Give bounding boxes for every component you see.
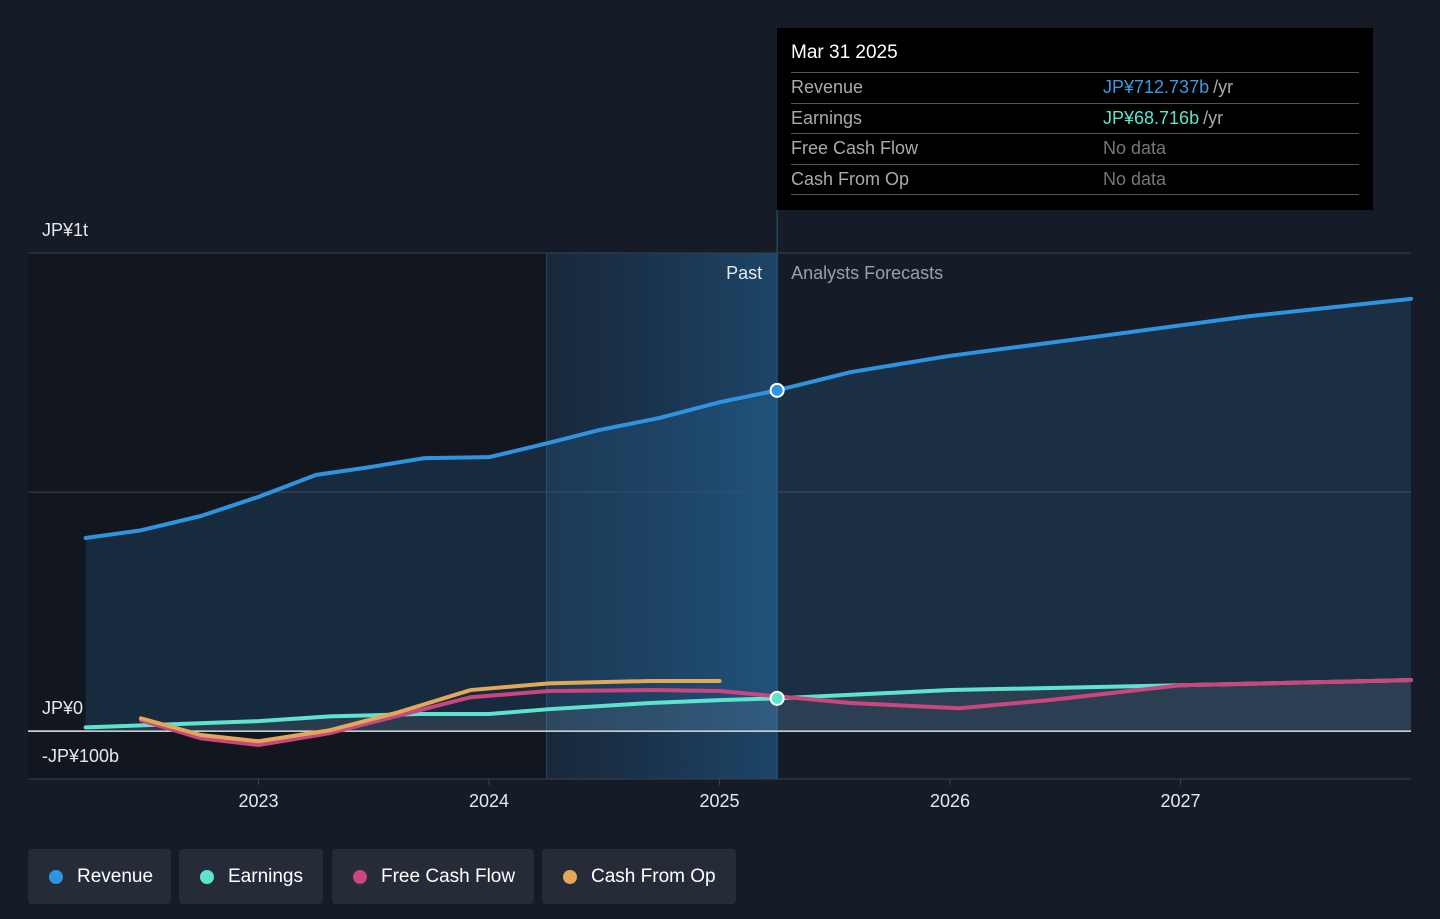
tooltip-label: Free Cash Flow	[791, 138, 919, 158]
legend-label: Free Cash Flow	[381, 865, 516, 887]
point-marker	[769, 690, 785, 706]
tooltip-title: Mar 31 2025	[791, 42, 898, 63]
legend-item[interactable]: Earnings	[179, 849, 323, 904]
x-tick-label: 2027	[1160, 791, 1200, 811]
tooltip-value-cell: No data	[1103, 138, 1166, 159]
legend-dot	[200, 869, 214, 884]
legend-dot	[49, 869, 63, 884]
earnings-area	[85, 680, 1411, 732]
tooltip-label: Revenue	[791, 77, 864, 97]
tooltip-value-cell: JP¥712.737b/yr	[1103, 77, 1233, 98]
tooltip-rule	[791, 194, 1359, 195]
tooltip-value-cell: No data	[1103, 169, 1166, 190]
tooltip-label: Earnings	[791, 107, 863, 128]
legend-label: Revenue	[77, 865, 154, 887]
tooltip-value: No data	[1103, 138, 1167, 158]
tooltip-unit: /yr	[1203, 107, 1224, 128]
tooltip: Mar 31 2025 Revenue JP¥712.737b/yr Earnings…	[777, 28, 1373, 210]
tooltip-unit: /yr	[1213, 77, 1234, 97]
tooltip-row: Cash From Op No data	[791, 163, 1359, 195]
tooltip-value: JP¥712.737b	[1103, 77, 1210, 97]
series-line	[138, 678, 1413, 748]
series-line	[138, 678, 722, 744]
x-tick-label: 2024	[469, 791, 509, 811]
y-tick-label: JP¥0	[42, 698, 83, 718]
x-tick-label: 2026	[930, 791, 970, 811]
x-tick-label: 2023	[238, 791, 278, 811]
revenue-area	[85, 298, 1411, 732]
tooltip-row: Free Cash Flow No data	[791, 133, 1359, 164]
past-label: Past	[726, 263, 762, 283]
y-tick-label: -JP¥100b	[42, 746, 119, 766]
legend-label: Earnings	[228, 865, 303, 887]
legend-item[interactable]: Revenue	[28, 849, 171, 904]
tooltip-value: No data	[1103, 168, 1167, 189]
legend-label: Cash From Op	[591, 865, 716, 887]
legend-item[interactable]: Free Cash Flow	[332, 849, 534, 904]
forecast-label: Analysts Forecasts	[791, 263, 943, 283]
legend-dot	[563, 869, 577, 884]
legend-dot	[353, 869, 367, 884]
y-tick-label: JP¥1t	[42, 220, 88, 240]
tooltip-value: JP¥68.716b	[1103, 107, 1200, 128]
series-line	[83, 296, 1413, 540]
tooltip-row: Revenue JP¥712.737b/yr	[791, 72, 1359, 103]
series-line	[83, 678, 1413, 730]
legend-item[interactable]: Cash From Op	[542, 849, 736, 904]
point-marker	[769, 382, 785, 398]
x-tick-label: 2025	[699, 791, 739, 811]
tooltip-value-cell: JP¥68.716b/yr	[1103, 108, 1223, 129]
tooltip-label: Cash From Op	[791, 168, 910, 189]
tooltip-row: Earnings JP¥68.716b/yr	[791, 102, 1359, 134]
